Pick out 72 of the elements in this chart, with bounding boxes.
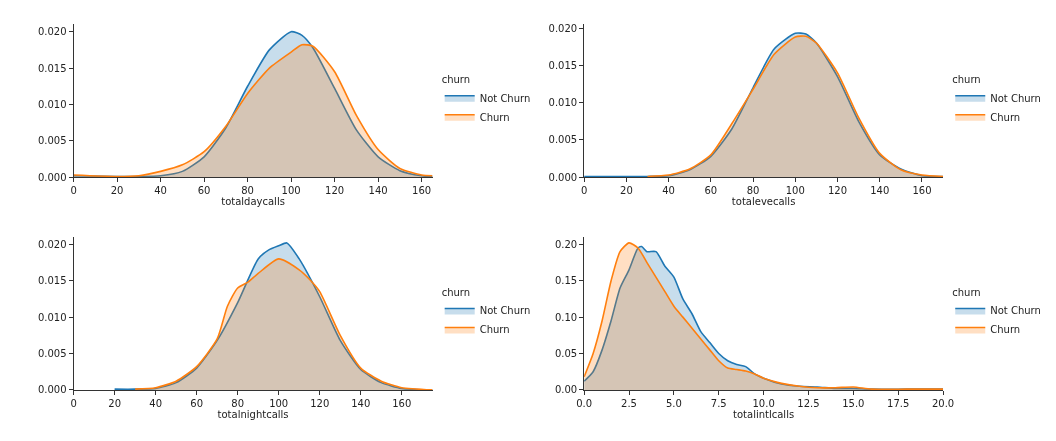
y-tick-label: 0.000 <box>37 384 67 396</box>
x-tick-label: 40 <box>662 185 675 197</box>
x-tick-label: 80 <box>241 185 254 197</box>
y-tick-label: 0.05 <box>554 348 578 360</box>
x-axis-title: totaldaycalls <box>221 196 285 208</box>
x-tick-label: 100 <box>269 397 289 409</box>
legend-title: churn <box>952 286 981 298</box>
legend-label: Not Churn <box>990 305 1041 317</box>
y-tick-label: 0.005 <box>37 135 67 147</box>
y-tick-label: 0.000 <box>37 171 67 183</box>
legend-label: Not Churn <box>479 92 531 104</box>
x-tick-label: 160 <box>392 397 412 409</box>
x-axis-title: totalevecalls <box>731 196 796 208</box>
y-tick-label: 0.20 <box>554 238 578 250</box>
y-tick-label: 0.005 <box>548 134 578 146</box>
x-tick-label: 5.0 <box>665 397 682 409</box>
y-tick-label: 0.10 <box>554 311 578 323</box>
y-tick-label: 0.000 <box>548 171 578 183</box>
legend-label: Churn <box>990 324 1021 336</box>
x-tick-label: 160 <box>912 185 932 197</box>
x-tick-label: 15.0 <box>842 397 865 409</box>
legend-title: churn <box>441 74 471 86</box>
x-tick-label: 160 <box>412 185 432 197</box>
x-tick-label: 7.5 <box>710 397 727 409</box>
y-tick-label: 0.010 <box>37 311 67 323</box>
x-tick-label: 2.5 <box>621 397 637 409</box>
x-tick-label: 10.0 <box>752 397 775 409</box>
legend-label: Not Churn <box>990 92 1041 104</box>
x-tick-label: 120 <box>827 185 848 197</box>
y-tick-label: 0.015 <box>548 59 578 71</box>
x-tick-label: 60 <box>704 185 718 197</box>
y-tick-label: 0.010 <box>548 97 578 109</box>
y-tick-label: 0.015 <box>37 275 67 287</box>
x-tick-label: 120 <box>325 185 345 197</box>
x-tick-label: 20 <box>108 397 121 409</box>
y-tick-label: 0.15 <box>554 275 578 287</box>
y-tick-label: 0.00 <box>554 384 578 396</box>
x-tick-label: 20.0 <box>931 397 955 409</box>
x-tick-label: 140 <box>351 397 371 409</box>
legend-label: Churn <box>479 324 510 336</box>
legend-title: churn <box>441 286 471 298</box>
y-tick-label: 0.005 <box>37 348 67 360</box>
x-tick-label: 100 <box>281 185 301 197</box>
x-tick-label: 120 <box>310 397 330 409</box>
x-tick-label: 20 <box>620 185 633 197</box>
y-tick-label: 0.020 <box>548 22 578 34</box>
x-tick-label: 0 <box>70 185 77 197</box>
x-axis-title: totalintlcalls <box>733 408 795 420</box>
x-tick-label: 0.0 <box>576 397 593 409</box>
x-tick-label: 0 <box>580 185 588 197</box>
y-tick-label: 0.020 <box>37 26 67 38</box>
x-tick-label: 140 <box>368 185 388 197</box>
legend-label: Not Churn <box>479 305 531 317</box>
x-tick-label: 60 <box>190 397 204 409</box>
x-tick-label: 12.5 <box>797 397 820 409</box>
x-tick-label: 17.5 <box>887 397 910 409</box>
x-tick-label: 80 <box>746 185 760 197</box>
x-tick-label: 40 <box>149 397 163 409</box>
x-tick-label: 0 <box>70 397 77 409</box>
x-tick-label: 20 <box>110 185 124 197</box>
y-tick-label: 0.020 <box>37 238 67 250</box>
x-tick-label: 40 <box>154 185 167 197</box>
y-tick-label: 0.015 <box>37 62 67 74</box>
x-tick-label: 100 <box>785 185 805 197</box>
x-tick-label: 80 <box>231 397 245 409</box>
legend-label: Churn <box>990 111 1021 123</box>
legend-title: churn <box>952 74 981 86</box>
x-tick-label: 140 <box>870 185 890 197</box>
x-tick-label: 60 <box>197 185 211 197</box>
y-tick-label: 0.010 <box>37 98 67 110</box>
legend-label: Churn <box>479 111 510 123</box>
x-axis-title: totalnightcalls <box>217 408 289 420</box>
